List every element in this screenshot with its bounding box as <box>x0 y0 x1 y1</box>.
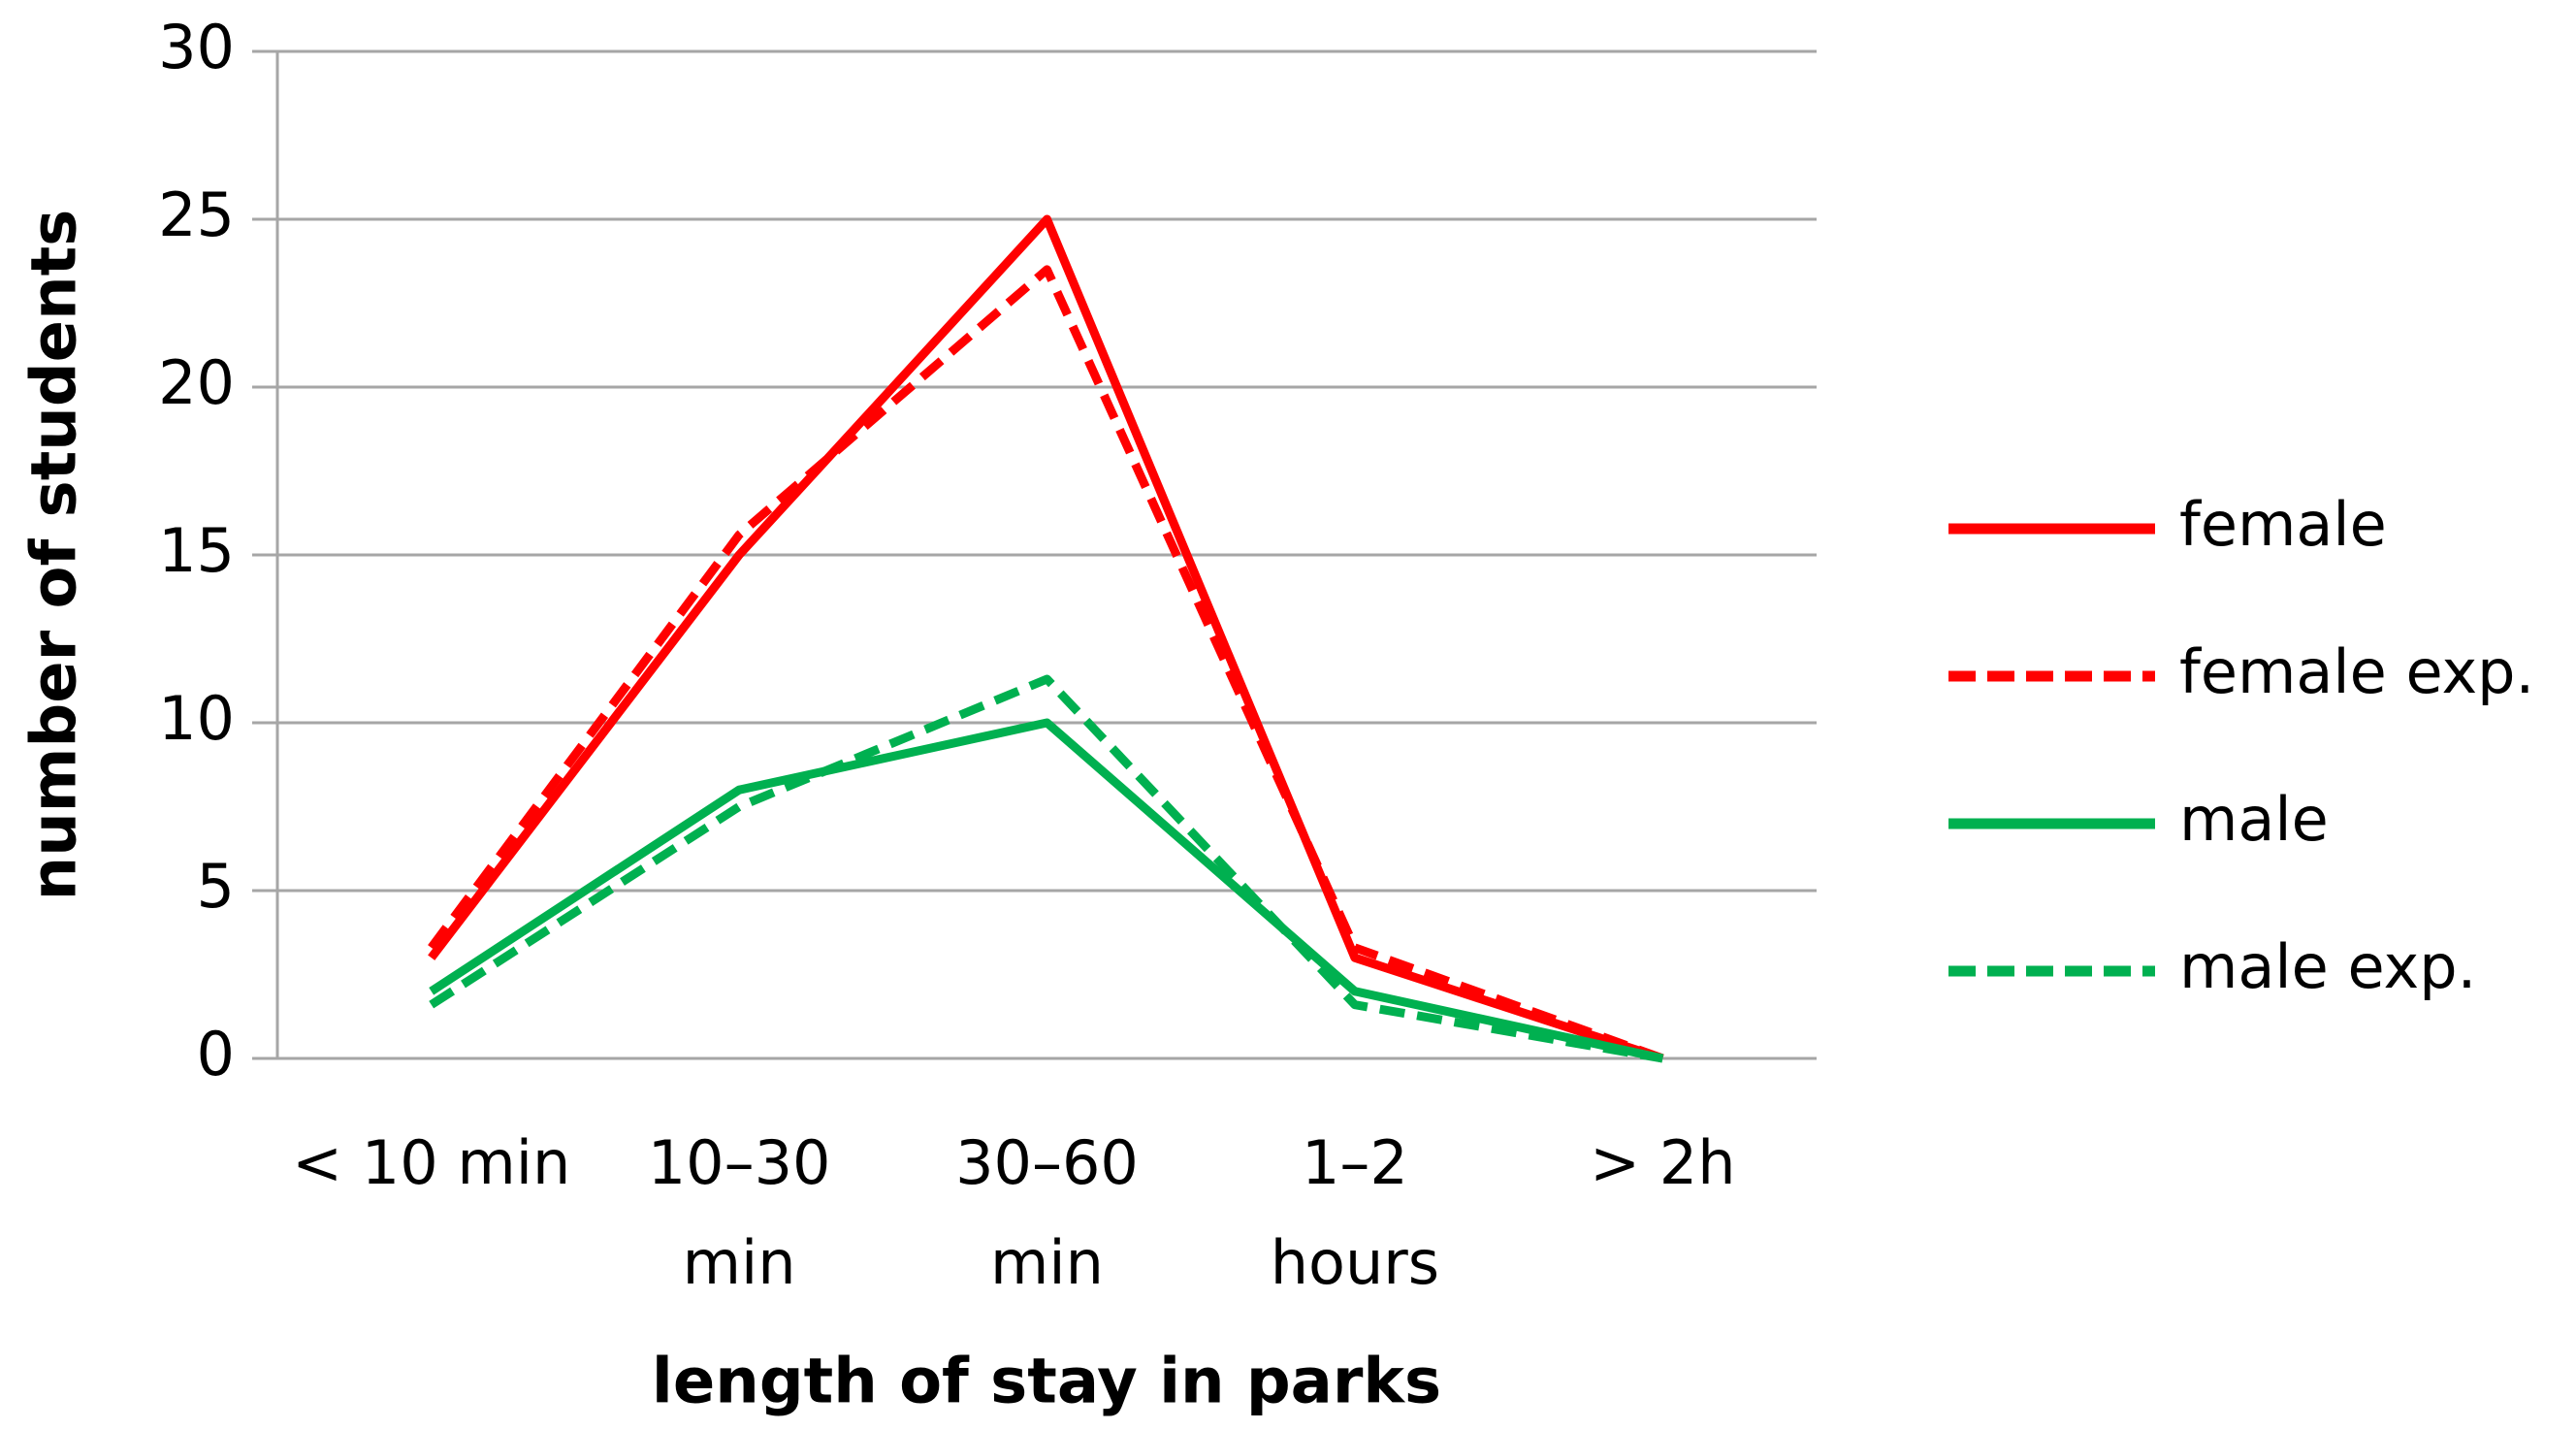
y-tick-label: 0 <box>197 1019 235 1089</box>
y-tick-label: 30 <box>158 12 235 82</box>
series-line <box>428 214 1664 1063</box>
y-tick-label: 20 <box>158 347 235 418</box>
legend-label: female <box>2179 489 2387 560</box>
x-tick-label: 30–60 <box>955 1127 1139 1198</box>
series-line <box>428 265 1664 1063</box>
y-tick-label: 25 <box>158 179 235 250</box>
legend-label: male <box>2179 784 2329 855</box>
x-tick-label: 1–2 <box>1302 1127 1408 1198</box>
x-tick-label: min <box>683 1227 796 1298</box>
y-tick-label: 15 <box>158 515 235 586</box>
x-tick-label: min <box>990 1227 1104 1298</box>
x-tick-label: < 10 min <box>292 1127 570 1198</box>
series-line <box>429 718 1664 1063</box>
legend-label: female exp. <box>2179 636 2534 707</box>
legend-label: male exp. <box>2179 931 2476 1002</box>
series-line <box>429 674 1664 1063</box>
y-tick-label: 10 <box>158 683 235 754</box>
x-tick-label: hours <box>1271 1227 1439 1298</box>
y-axis-title: number of students <box>19 210 91 901</box>
x-axis-title: length of stay in parks <box>652 1347 1441 1418</box>
x-tick-label: 10–30 <box>648 1127 831 1198</box>
x-tick-label: > 2h <box>1590 1127 1735 1198</box>
y-tick-label: 5 <box>197 851 235 922</box>
